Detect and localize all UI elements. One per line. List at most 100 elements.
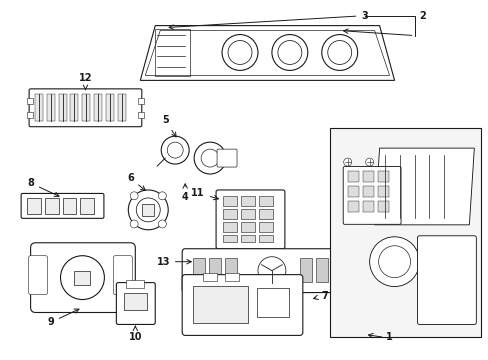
Circle shape [369,237,419,287]
Circle shape [167,142,183,158]
Bar [124,293,147,310]
Circle shape [321,35,357,71]
Circle shape [365,158,373,166]
FancyBboxPatch shape [182,249,362,293]
Bar [62,198,76,214]
Bar [118,94,126,121]
Circle shape [378,246,410,278]
Circle shape [222,35,258,71]
Circle shape [201,149,219,167]
Bar [142,204,154,216]
Bar [223,235,237,242]
Bar [224,258,237,282]
Bar [299,258,311,282]
Bar [362,186,373,197]
Bar [362,171,373,182]
Circle shape [158,192,166,200]
Bar [347,171,358,182]
Bar [329,128,480,337]
FancyBboxPatch shape [216,190,285,249]
Circle shape [343,158,351,166]
Bar [94,94,102,121]
FancyBboxPatch shape [217,149,237,167]
Bar [209,258,221,282]
FancyBboxPatch shape [31,243,135,312]
Bar [74,271,90,285]
Bar [259,222,272,232]
Bar [82,94,90,121]
FancyBboxPatch shape [21,193,103,219]
Text: 4: 4 [182,184,188,202]
Bar [59,94,66,121]
Bar [26,98,33,104]
Circle shape [271,35,307,71]
Circle shape [227,41,251,64]
FancyBboxPatch shape [417,236,475,324]
Bar [26,112,33,118]
Circle shape [277,41,301,64]
FancyBboxPatch shape [113,256,132,294]
Polygon shape [140,26,394,80]
Circle shape [194,142,225,174]
Circle shape [130,220,138,228]
Bar [81,198,94,214]
Bar [193,285,247,323]
FancyBboxPatch shape [29,89,142,127]
Bar [259,209,272,219]
Bar [331,258,343,282]
Text: 8: 8 [27,178,59,197]
Text: 12: 12 [79,73,92,90]
Bar [259,196,272,206]
Bar [224,273,239,280]
Circle shape [161,136,189,164]
Bar [155,28,190,76]
Bar [377,186,388,197]
Bar [259,235,272,242]
Bar [126,280,144,288]
Bar [223,222,237,232]
Bar [46,94,55,121]
Bar [26,198,41,214]
Text: 9: 9 [47,309,79,328]
Text: 5: 5 [162,115,176,137]
Bar [106,94,114,121]
Circle shape [130,192,138,200]
Bar [377,171,388,182]
Bar [347,201,358,212]
Text: 13: 13 [156,257,191,267]
Circle shape [158,220,166,228]
Bar [138,112,144,118]
Text: 3: 3 [169,11,367,29]
Circle shape [136,198,160,222]
Bar [362,201,373,212]
Bar [223,209,237,219]
Bar [223,196,237,206]
Text: 6: 6 [127,173,145,190]
Circle shape [61,256,104,300]
Bar [315,258,327,282]
Text: 11: 11 [191,188,218,200]
Circle shape [128,190,168,230]
Bar [44,198,59,214]
Bar [256,288,288,318]
Bar [347,186,358,197]
Circle shape [327,41,351,64]
FancyBboxPatch shape [182,275,302,336]
Bar [241,196,254,206]
Polygon shape [374,148,473,225]
Bar [70,94,78,121]
Bar [35,94,42,121]
Text: 1: 1 [386,332,392,342]
FancyBboxPatch shape [343,167,400,224]
FancyBboxPatch shape [29,256,47,294]
Text: 7: 7 [313,291,327,301]
Bar [203,273,217,280]
Bar [193,258,204,282]
Bar [377,201,388,212]
Text: 10: 10 [128,326,142,342]
Bar [241,222,254,232]
Circle shape [258,257,285,285]
Bar [241,235,254,242]
Text: 2: 2 [419,11,426,21]
Bar [241,209,254,219]
